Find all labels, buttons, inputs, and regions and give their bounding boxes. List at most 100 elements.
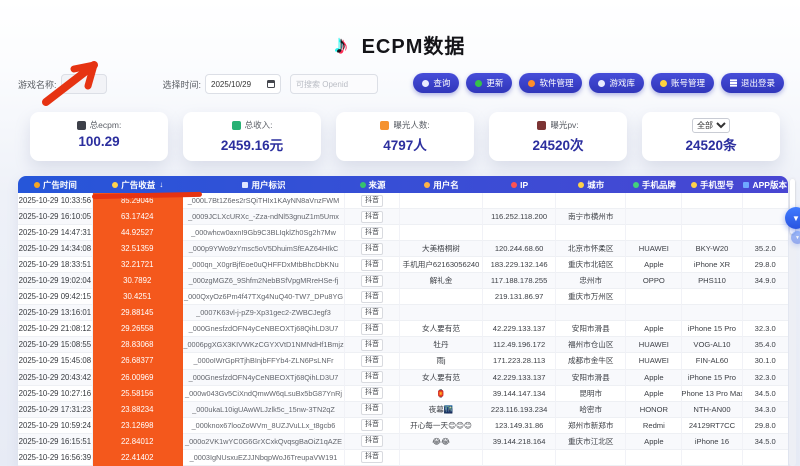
city-cell: 忠州市 <box>556 273 627 290</box>
source-badge: 抖音 <box>361 210 384 223</box>
key-icon <box>659 79 667 87</box>
time-cell: 2025-10-29 18:33:51 <box>18 257 93 274</box>
game-library-button[interactable]: 游戏库 <box>589 73 644 93</box>
column-header[interactable]: 来源 <box>345 179 400 191</box>
username-cell <box>399 289 484 306</box>
column-header[interactable]: IP <box>483 180 556 190</box>
version-cell: 34.9.0 <box>742 273 788 290</box>
ip-cell: 39.144.218.164 <box>483 433 557 450</box>
revenue-cell: 30.7892 <box>92 273 183 290</box>
time-cell: 2025-10-29 14:34:08 <box>18 241 93 258</box>
stat-label: 总收入: <box>244 120 273 130</box>
stat-value: 24520次 <box>532 138 584 153</box>
source-badge: 抖音 <box>361 354 384 367</box>
table-row: 2025-10-29 13:16:01 29.88145 _0007K63vl-j-… <box>18 305 788 322</box>
ip-cell: 219.131.86.97 <box>483 289 557 306</box>
ip-cell: 123.149.31.86 <box>483 417 557 434</box>
pv-icon <box>537 120 547 130</box>
openid-cell: _000knox67looZoWVm_8UZJVuLLx_t8gcb6 <box>182 417 346 434</box>
time-cell: 2025-10-29 16:56:39 <box>18 449 93 466</box>
username-cell: 夜幕🌃 <box>399 401 484 418</box>
logout-button[interactable]: 退出登录 <box>720 73 784 93</box>
username-cell: 大美梧桐树 <box>399 241 484 258</box>
column-header[interactable]: 手机品牌 <box>626 179 682 191</box>
refresh-button[interactable]: 更新 <box>466 73 513 93</box>
source-cell: 抖音 <box>345 193 400 210</box>
stat-card: 总收入: 2459.16元 <box>183 112 321 161</box>
coin-icon <box>112 181 119 188</box>
openid-cell: _000GnesfzdOFN4yCeNBEOXTj68QihLD3U7 <box>182 369 346 386</box>
brand-cell <box>626 449 683 466</box>
revenue-cell: 26.00969 <box>92 369 183 386</box>
openid-cell: _0006pgXGX3KIVWKzCGYXVtD1NMNdHf1Bmjz <box>182 337 346 354</box>
time-cell: 2025-10-29 16:15:51 <box>18 433 93 450</box>
time-cell: 2025-10-29 17:31:23 <box>18 401 93 418</box>
income-icon <box>231 120 241 130</box>
filter-bar: 游戏名称: 选择时间: 2025/10/29 <box>18 74 379 94</box>
column-header[interactable]: 用户名 <box>400 179 483 191</box>
table-row: 2025-10-29 18:33:51 32.21721 _000qn_X0grBj… <box>18 257 788 274</box>
source-badge: 抖音 <box>361 371 384 384</box>
user-icon <box>424 181 431 188</box>
revenue-cell: 29.26558 <box>92 321 183 338</box>
time-cell: 2025-10-29 14:47:31 <box>18 225 93 242</box>
ip-cell <box>483 193 557 210</box>
package-button[interactable]: 软件管理 <box>519 73 583 93</box>
ip-cell <box>483 225 557 242</box>
button-label: 查询 <box>433 78 451 88</box>
time-cell: 2025-10-29 10:27:16 <box>18 385 93 402</box>
ip-cell: 223.116.193.234 <box>483 401 557 418</box>
model-cell: FIN-AL60 <box>682 353 743 370</box>
username-cell: 😂😂 <box>399 433 484 450</box>
version-cell <box>742 209 788 226</box>
brand-cell: Apple <box>626 369 683 386</box>
package-icon <box>528 79 536 87</box>
city-cell: 昆明市 <box>556 385 627 402</box>
column-header[interactable]: APP版本 <box>743 179 788 191</box>
openid-cell: _000p9YWo9zYmsc5oV5DhuimSfEAZ64HIkC <box>182 241 346 258</box>
username-cell: 雨j <box>399 353 484 370</box>
key-button[interactable]: 账号管理 <box>650 73 714 93</box>
scroll-fab-button[interactable]: ▼ <box>785 207 800 229</box>
model-cell: iPhone 15 Pro <box>682 321 743 338</box>
ip-cell: 112.49.196.172 <box>483 337 557 354</box>
sort-icon[interactable]: ↓ <box>159 180 164 189</box>
game-name-input[interactable] <box>60 74 107 94</box>
date-value: 2025/10/29 <box>211 79 252 89</box>
stat-label: 曝光pv: <box>550 120 579 130</box>
username-cell: 手机用户62163056240 <box>399 257 484 274</box>
source-cell: 抖音 <box>345 433 400 450</box>
table-row: 2025-10-29 14:47:31 44.92527 _000whcw0axnI… <box>18 225 788 242</box>
username-cell: 开心每一天😊😊😊 <box>399 417 484 434</box>
table-row: 2025-10-29 20:43:42 26.00969 _000GnesfzdOF… <box>18 369 788 386</box>
scope-select[interactable]: 全部 <box>692 117 730 133</box>
openid-search-input[interactable] <box>290 74 379 94</box>
scroll-fab-secondary[interactable]: ▼ <box>791 231 800 244</box>
revenue-cell: 23.88234 <box>92 401 183 418</box>
date-picker[interactable]: 2025/10/29 <box>205 74 282 94</box>
table-row: 2025-10-29 17:31:23 23.88234 _000ukaL10igU… <box>18 401 788 418</box>
source-cell: 抖音 <box>345 417 400 434</box>
column-header[interactable]: 广告时间 <box>18 179 93 191</box>
brand-icon <box>632 181 639 188</box>
column-header[interactable]: 手机型号 <box>682 179 742 191</box>
version-cell: 34.5.0 <box>742 386 788 402</box>
table-row: 2025-10-29 10:59:24 23.12698 _000knox67loo… <box>18 417 788 434</box>
button-label: 退出登录 <box>740 78 775 88</box>
table-header-row: 广告时间 广告收益 ↓ 用户标识 来源 用户名 IP 城市 手机品牌 手机型号 APP版本 <box>18 176 788 193</box>
openid-cell: _000o2VK1wYC0G6GrXCxkQvqsgBaOiZ1qAZE <box>182 433 346 450</box>
stat-value: 4797人 <box>383 138 427 153</box>
column-header[interactable]: 广告收益 ↓ <box>93 179 183 191</box>
column-header[interactable]: 城市 <box>556 179 626 191</box>
version-cell <box>742 289 788 306</box>
table-row: 2025-10-29 14:34:08 32.51359 _000p9YWo9zYm… <box>18 241 788 258</box>
brand-cell <box>626 305 683 322</box>
model-cell <box>682 209 743 226</box>
time-cell: 2025-10-29 21:08:12 <box>18 321 93 338</box>
column-header[interactable]: 用户标识 <box>183 179 345 191</box>
source-cell: 抖音 <box>345 257 400 274</box>
stat-card: 总ecpm: 100.29 <box>30 112 168 161</box>
table-scrollbar[interactable] <box>789 177 796 466</box>
scrollbar-thumb[interactable] <box>790 179 795 234</box>
search-button[interactable]: 查询 <box>413 73 460 93</box>
